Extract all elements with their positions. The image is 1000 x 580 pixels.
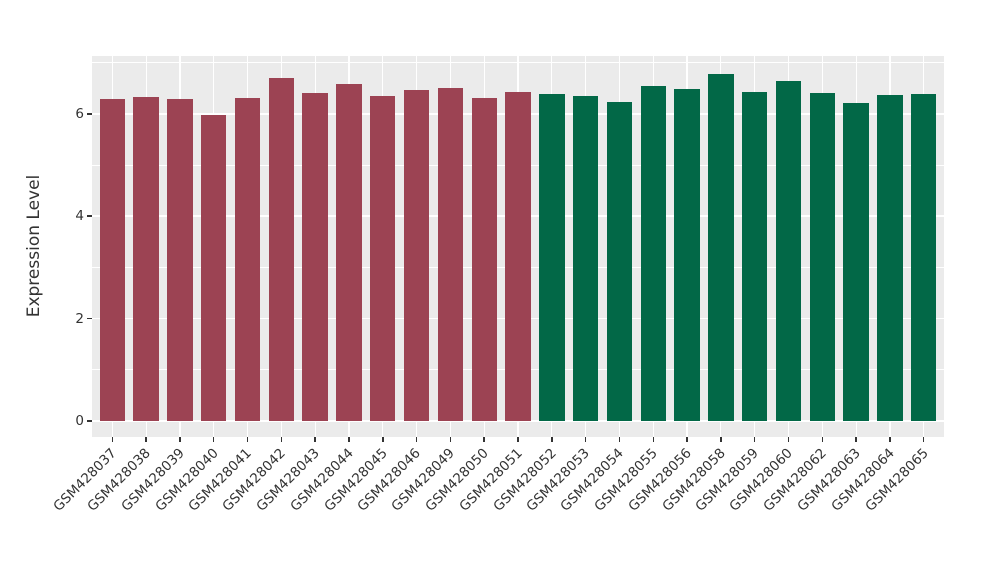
bar-GSM428041 bbox=[234, 97, 261, 421]
y-tick-mark-6 bbox=[87, 113, 92, 115]
x-tick-mark-GSM428063 bbox=[855, 437, 857, 442]
y-tick-mark-4 bbox=[87, 215, 92, 217]
bar-GSM428065 bbox=[911, 93, 937, 421]
y-tick-label-6: 6 bbox=[75, 105, 84, 122]
bar-GSM428045 bbox=[370, 95, 396, 421]
x-tick-mark-GSM428046 bbox=[415, 437, 418, 442]
bar-GSM428052 bbox=[539, 94, 565, 421]
bar-GSM428062 bbox=[809, 92, 835, 421]
x-tick-mark-GSM428050 bbox=[483, 437, 485, 442]
bar-GSM428060 bbox=[775, 81, 802, 421]
bar-GSM428042 bbox=[268, 78, 295, 421]
bar-GSM428044 bbox=[336, 84, 362, 421]
bar-GSM428055 bbox=[640, 85, 666, 421]
x-tick-mark-GSM428041 bbox=[246, 437, 249, 442]
bar-GSM428053 bbox=[572, 95, 599, 421]
x-tick-mark-GSM428062 bbox=[821, 437, 824, 442]
x-tick-mark-GSM428053 bbox=[584, 437, 587, 442]
x-tick-mark-GSM428065 bbox=[922, 437, 925, 442]
x-tick-mark-GSM428052 bbox=[551, 437, 553, 442]
x-tick-mark-GSM428064 bbox=[889, 437, 891, 442]
x-tick-mark-GSM428045 bbox=[382, 437, 384, 442]
bar-GSM428054 bbox=[606, 101, 633, 421]
plot-panel bbox=[92, 56, 944, 437]
x-tick-mark-GSM428042 bbox=[280, 437, 283, 442]
y-axis-title: Expression Level bbox=[24, 174, 44, 318]
bar-GSM428051 bbox=[505, 91, 531, 421]
bar-GSM428039 bbox=[167, 99, 193, 421]
x-tick-mark-GSM428038 bbox=[145, 437, 147, 442]
y-tick-mark-2 bbox=[87, 317, 92, 320]
bar-GSM428043 bbox=[302, 92, 328, 421]
bar-GSM428059 bbox=[741, 91, 768, 421]
bar-GSM428050 bbox=[471, 98, 497, 421]
x-tick-mark-GSM428044 bbox=[348, 437, 350, 442]
bar-GSM428038 bbox=[133, 96, 159, 421]
y-tick-mark-0 bbox=[87, 420, 92, 422]
bar-GSM428040 bbox=[201, 114, 227, 421]
bar-GSM428037 bbox=[99, 99, 125, 421]
x-tick-mark-GSM428051 bbox=[517, 437, 519, 442]
x-tick-mark-GSM428043 bbox=[314, 437, 316, 442]
x-tick-mark-GSM428059 bbox=[753, 437, 756, 442]
x-tick-mark-GSM428058 bbox=[720, 437, 722, 442]
y-tick-label-2: 2 bbox=[75, 310, 84, 327]
x-tick-mark-GSM428060 bbox=[787, 437, 790, 442]
x-tick-mark-GSM428039 bbox=[179, 437, 181, 442]
x-tick-mark-GSM428055 bbox=[652, 437, 654, 442]
bar-GSM428056 bbox=[674, 89, 700, 421]
bar-GSM428064 bbox=[877, 94, 903, 421]
bar-GSM428049 bbox=[437, 88, 464, 421]
bar-GSM428063 bbox=[843, 102, 869, 421]
x-tick-mark-GSM428037 bbox=[111, 437, 114, 442]
bar-GSM428046 bbox=[403, 89, 430, 421]
x-tick-mark-GSM428056 bbox=[686, 437, 688, 442]
y-tick-label-4: 4 bbox=[75, 208, 84, 225]
x-tick-mark-GSM428040 bbox=[212, 437, 215, 442]
y-tick-label-0: 0 bbox=[75, 413, 84, 429]
x-tick-mark-GSM428054 bbox=[618, 437, 621, 442]
x-tick-mark-GSM428049 bbox=[449, 437, 452, 442]
bar-GSM428058 bbox=[708, 73, 734, 421]
